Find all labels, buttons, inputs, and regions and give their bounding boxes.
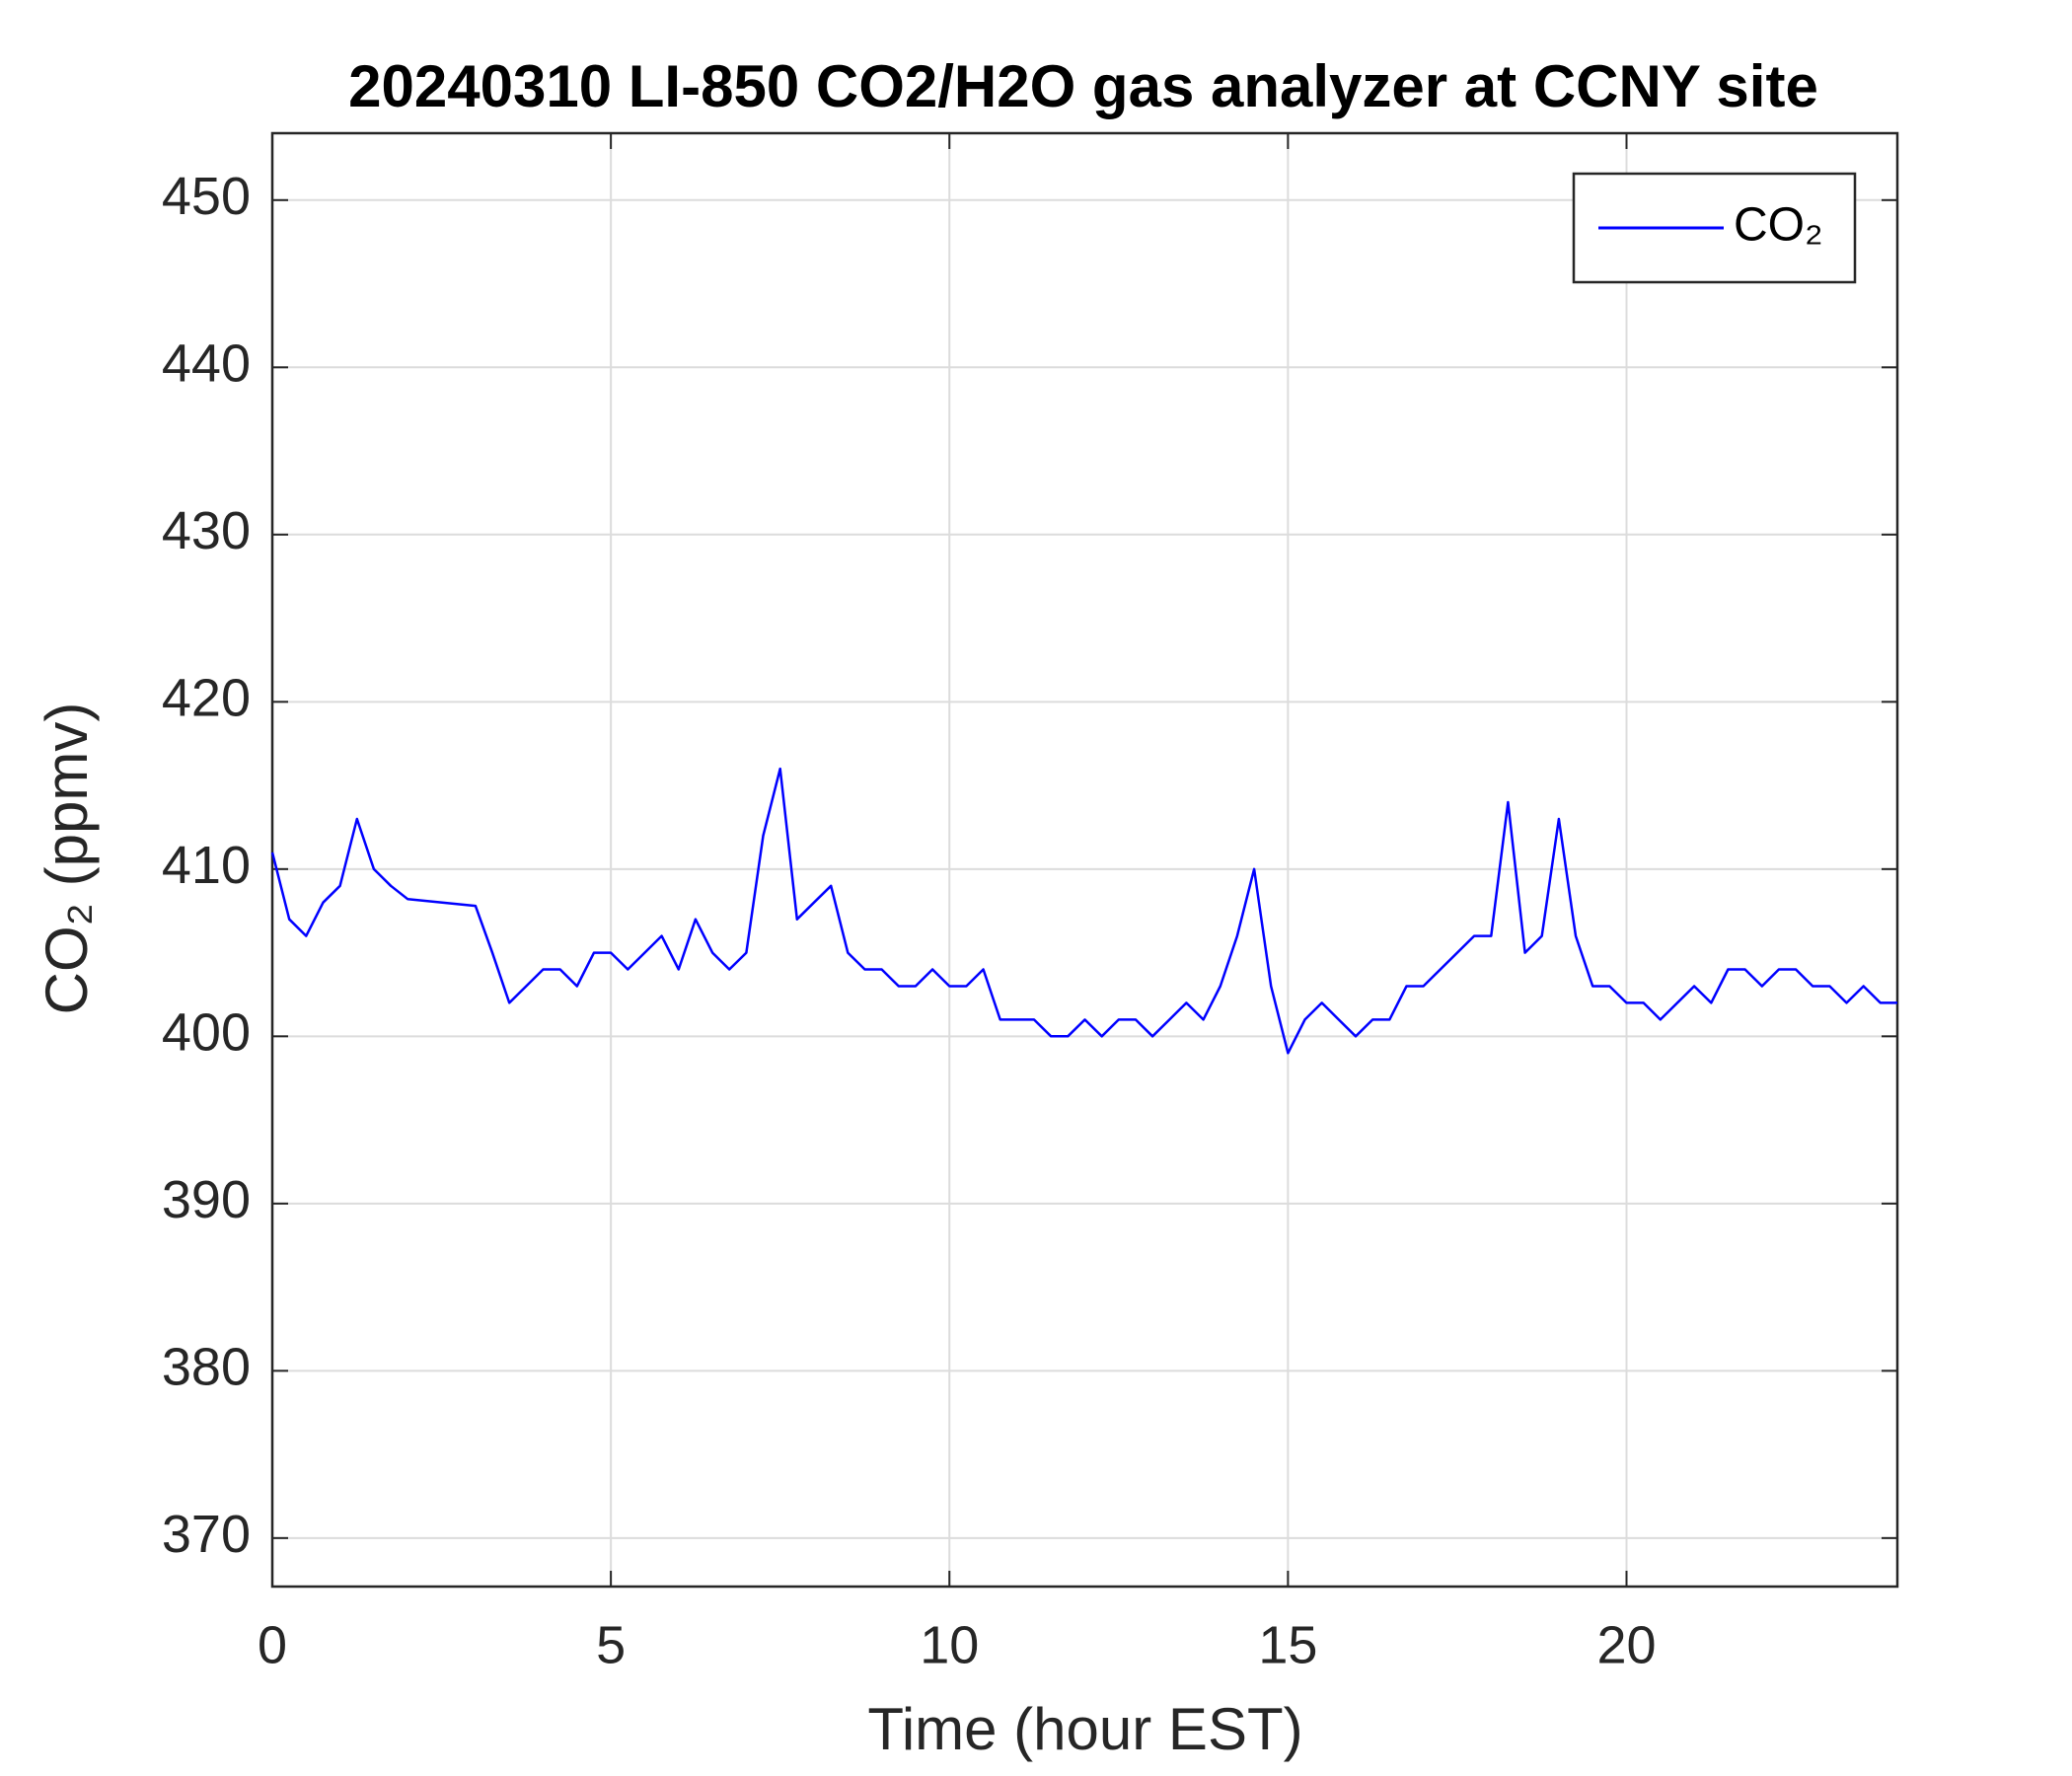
- legend-label: CO₂: [1734, 199, 1823, 252]
- y-tick-label: 400: [162, 1003, 251, 1063]
- x-tick-label: 10: [920, 1615, 979, 1674]
- y-tick-label: 390: [162, 1170, 251, 1229]
- y-tick-label: 440: [162, 334, 251, 394]
- y-tick-label: 420: [162, 669, 251, 728]
- x-tick-label: 15: [1258, 1615, 1317, 1674]
- y-tick-label: 430: [162, 501, 251, 560]
- y-tick-label: 450: [162, 167, 251, 226]
- x-tick-label: 0: [258, 1615, 287, 1674]
- x-axis-label: Time (hour EST): [867, 1696, 1302, 1762]
- data-line: [270, 767, 1897, 1055]
- y-tick-label: 380: [162, 1338, 251, 1397]
- x-tick-label: 20: [1596, 1615, 1656, 1674]
- y-axis-label: CO₂ (ppmv): [34, 703, 100, 1015]
- y-tick-label: 370: [162, 1505, 251, 1564]
- chart-title: 20240310 LI-850 CO2/H2O gas analyzer at …: [348, 53, 1818, 119]
- x-tick-label: 5: [596, 1615, 626, 1674]
- y-tick-label: 410: [162, 836, 251, 895]
- plot-frame: [270, 131, 1899, 1589]
